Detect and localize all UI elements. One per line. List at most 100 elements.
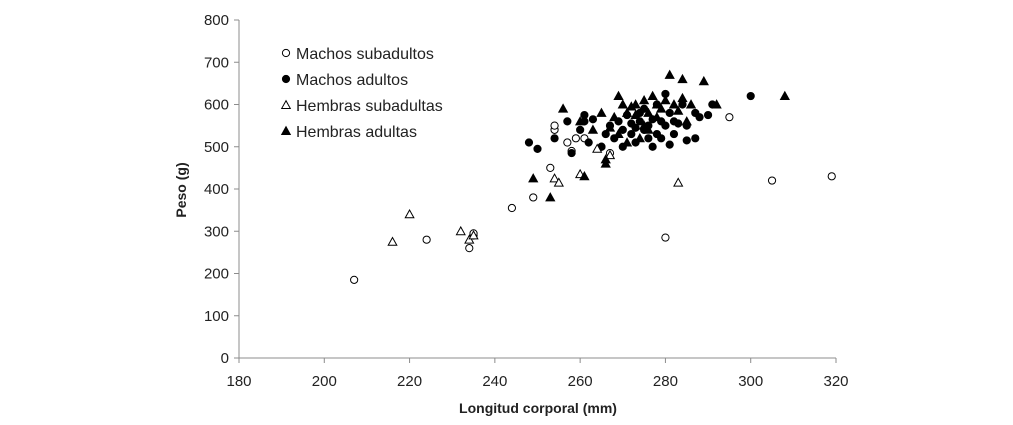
data-point [674,119,683,128]
data-point [682,136,691,145]
data-point [529,193,538,202]
y-tick-label: 0 [221,350,229,367]
data-point [648,142,657,151]
data-point [634,132,645,143]
data-point [576,125,585,134]
data-point [528,173,539,183]
data-point [691,134,700,143]
data-point [656,103,667,113]
axes [234,19,837,363]
data-point [596,107,607,117]
y-tick-label: 300 [204,223,229,240]
series-3 [528,69,790,202]
data-point [647,90,658,100]
data-point [673,177,684,187]
data-point [638,94,650,105]
legend-label: Machos adultos [296,72,408,89]
data-point [546,163,555,172]
legend-marker [280,125,292,135]
data-point [725,113,734,122]
data-point [698,75,709,86]
data-point [767,176,777,185]
data-point [640,104,649,113]
data-point [627,129,636,139]
data-point [630,99,641,109]
data-point [677,92,688,103]
data-point [584,138,593,147]
data-point [621,137,633,147]
data-point [664,69,675,79]
data-point [746,91,755,101]
series-1 [524,89,755,158]
data-point [695,113,704,122]
data-point [465,244,474,253]
legend: Machos subadultos Machos adultos Hembras s… [280,46,443,141]
data-point [563,138,572,147]
legend-item: Machos adultos [281,72,408,89]
data-point [550,121,559,130]
x-tick-label: 320 [823,373,848,390]
legend-marker [281,48,291,58]
data-point [661,233,670,242]
data-point [613,128,624,139]
y-tick-label: 700 [204,54,229,71]
series-0 [350,113,836,284]
data-point [571,134,580,143]
data-point [588,115,598,124]
data-point [533,144,542,153]
data-point [600,154,611,164]
data-point [643,124,654,134]
data-point [563,117,572,126]
data-point [574,116,586,126]
y-tick-label: 600 [204,97,229,114]
x-tick-label: 260 [568,373,593,390]
x-tick-label: 280 [653,373,678,390]
data-point [665,140,674,149]
y-tick-label: 800 [204,12,229,29]
data-point [604,149,616,160]
legend-item: Machos subadultos [281,46,434,63]
x-tick-label: 220 [397,373,422,390]
data-point [673,105,684,115]
data-point [455,225,466,236]
legend-item: Hembras adultas [280,124,417,141]
x-tick-label: 180 [226,373,251,390]
y-tick-label: 100 [204,308,229,325]
data-point [609,111,620,122]
legend-marker [280,99,292,109]
data-point [350,275,359,284]
data-point [587,124,599,134]
legend-label: Hembras adultas [296,124,417,141]
x-tick-label: 240 [482,373,507,390]
data-point [677,73,688,84]
legend-label: Hembras subadultas [296,98,443,115]
data-point [643,107,654,117]
data-point [422,235,431,244]
tick-labels: 0 100 200 300 400 500 600 700 800 180 200 220 240 260… [204,12,849,390]
data-point [545,192,556,202]
data-point [657,134,666,143]
data-point [631,123,640,132]
y-tick-label: 200 [204,266,229,283]
data-point [549,173,560,183]
data-point [557,103,569,113]
data-point [507,203,517,213]
legend-label: Machos subadultos [296,46,434,63]
data-point [711,99,722,109]
y-tick-label: 400 [204,181,229,198]
data-point [685,99,697,109]
data-point [644,134,653,143]
data-point [604,122,616,132]
data-point [638,120,650,130]
data-point [651,99,663,109]
x-axis-title: Longitud corporal (mm) [459,400,617,416]
data-point [660,94,671,105]
data-point [404,209,415,219]
y-axis-title: Peso (g) [173,162,189,217]
data-point [524,138,534,147]
data-point [613,90,624,100]
data-point [703,110,713,120]
data-points [350,69,836,284]
data-point [665,108,674,118]
